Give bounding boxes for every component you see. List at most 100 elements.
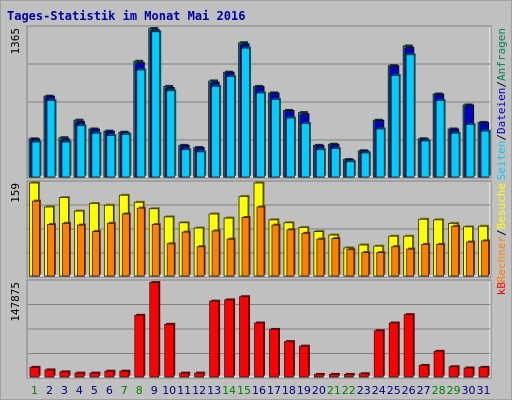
bar xyxy=(119,370,130,378)
bar xyxy=(196,246,205,277)
bar xyxy=(388,322,399,378)
day-label-14: 14 xyxy=(222,384,236,397)
bar xyxy=(358,373,369,378)
bar xyxy=(31,141,41,178)
bar xyxy=(375,128,385,178)
bar-kb-day-14 xyxy=(224,298,236,378)
bar xyxy=(61,141,71,178)
bar xyxy=(330,148,340,178)
day-label-11: 11 xyxy=(177,384,191,397)
bar-kb-day-12 xyxy=(194,371,206,378)
panel-bottom: 147875 kB xyxy=(9,279,508,379)
bar-kb-day-8 xyxy=(134,313,146,378)
bar xyxy=(328,374,339,378)
bar-kb-day-22 xyxy=(343,372,355,378)
bar-kb-day-31 xyxy=(478,365,490,378)
bar-seiten-day-13 xyxy=(211,84,222,178)
bar xyxy=(405,54,415,178)
bar-rechner-day-23 xyxy=(361,251,371,277)
bar xyxy=(286,117,295,178)
bar xyxy=(211,230,220,277)
bar xyxy=(136,69,146,178)
day-label-24: 24 xyxy=(372,384,386,397)
bar-seiten-day-25 xyxy=(390,73,401,178)
legend-anfragen: Anfragen xyxy=(495,28,508,81)
bar xyxy=(376,252,385,277)
bar-rechner-day-27 xyxy=(421,242,431,277)
bar xyxy=(433,350,444,378)
bar-seiten-day-12 xyxy=(196,150,207,178)
bar xyxy=(403,314,414,378)
bar xyxy=(241,217,250,277)
day-label-9: 9 xyxy=(151,384,158,397)
day-label-26: 26 xyxy=(402,384,416,397)
legend-separator: / xyxy=(495,81,508,88)
day-label-12: 12 xyxy=(192,384,206,397)
bar xyxy=(271,99,280,178)
day-label-19: 19 xyxy=(297,384,311,397)
bar-rechner-day-28 xyxy=(436,242,446,277)
bar xyxy=(62,222,70,277)
bar-rechner-day-9 xyxy=(151,223,161,277)
panel-bottom-legend: kB xyxy=(495,282,508,296)
day-label-13: 13 xyxy=(207,384,221,397)
bar-rechner-day-3 xyxy=(62,221,71,277)
day-label-31: 31 xyxy=(477,384,491,397)
bar-rechner-day-19 xyxy=(301,231,311,277)
bar-kb-day-28 xyxy=(433,349,445,378)
bar-rechner-day-18 xyxy=(286,228,296,277)
day-label-25: 25 xyxy=(387,384,401,397)
bar-rechner-day-21 xyxy=(331,237,341,277)
bar xyxy=(104,370,115,378)
bar xyxy=(346,249,355,277)
day-label-16: 16 xyxy=(252,384,266,397)
bar xyxy=(390,75,400,178)
bar xyxy=(286,229,295,277)
day-label-22: 22 xyxy=(342,384,356,397)
bar-kb-day-6 xyxy=(104,369,116,378)
bar-kb-day-4 xyxy=(74,371,86,378)
bar-seiten-day-6 xyxy=(106,134,117,178)
bar xyxy=(134,314,145,378)
bar-kb-day-18 xyxy=(284,340,295,378)
bar-kb-day-5 xyxy=(89,371,101,378)
bar xyxy=(315,149,325,178)
bar xyxy=(254,322,264,378)
bar-rechner-day-25 xyxy=(391,245,401,277)
bar-kb-day-3 xyxy=(59,370,71,378)
bar xyxy=(44,369,55,378)
bar-kb-day-21 xyxy=(328,372,340,378)
bar-kb-day-19 xyxy=(299,344,310,378)
day-label-1: 1 xyxy=(31,384,38,397)
day-label-30: 30 xyxy=(462,384,476,397)
bar-rechner-day-13 xyxy=(211,229,221,277)
bar-rechner-day-1 xyxy=(32,199,41,277)
bar-kb-day-27 xyxy=(418,363,430,378)
bar-seiten-day-21 xyxy=(330,147,341,178)
bar xyxy=(76,125,86,178)
day-label-20: 20 xyxy=(312,384,326,397)
legend-separator: / xyxy=(495,134,508,141)
bar xyxy=(313,374,324,378)
bar xyxy=(480,130,490,178)
day-label-27: 27 xyxy=(417,384,431,397)
bar-rechner-day-20 xyxy=(316,237,326,277)
legend-seiten: Seiten xyxy=(495,141,508,181)
day-label-4: 4 xyxy=(76,384,83,397)
day-label-15: 15 xyxy=(237,384,251,397)
bar xyxy=(256,206,265,277)
bar xyxy=(391,246,400,277)
series-kb xyxy=(29,281,490,378)
panel-middle-ymax-label: 159 xyxy=(9,183,22,203)
series-seiten xyxy=(31,30,491,178)
bar xyxy=(331,238,340,277)
panel-middle-legend: Rechner/Besuche xyxy=(495,183,508,282)
bar xyxy=(226,76,235,178)
day-label-21: 21 xyxy=(327,384,341,397)
bar xyxy=(406,248,415,277)
bar xyxy=(239,296,249,378)
bar xyxy=(418,365,429,378)
day-axis-labels: 1 2 3 4 5 6 7 8 9 10 11 12 13 14 15 16 17 18 19 20 21 22 23 24 2… xyxy=(31,384,491,397)
